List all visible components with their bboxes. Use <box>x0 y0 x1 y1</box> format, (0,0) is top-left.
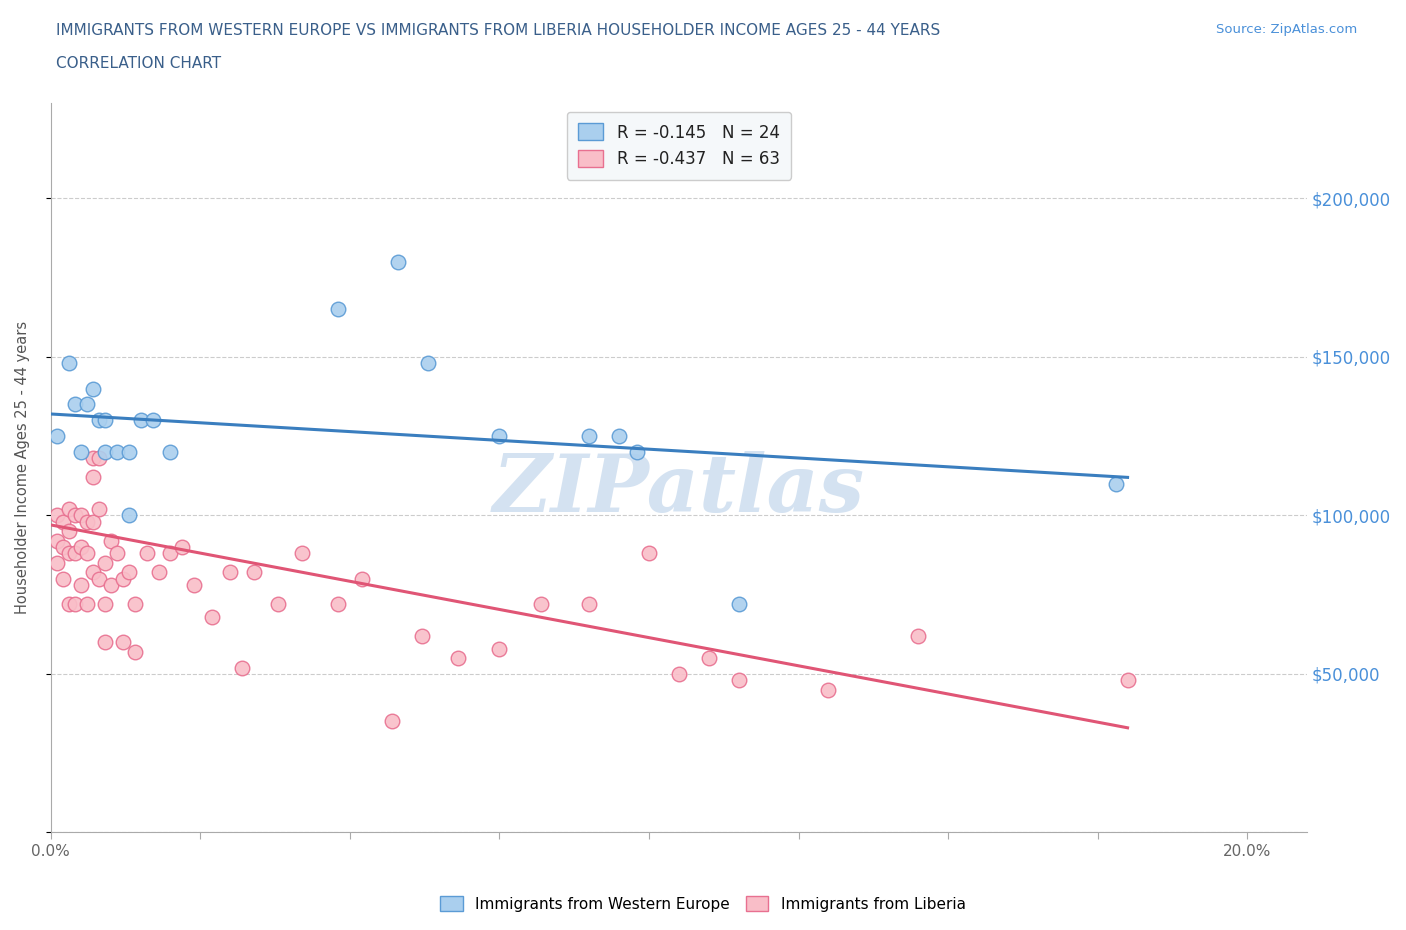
Point <box>124 644 146 659</box>
Point <box>82 451 104 466</box>
Point <box>45 555 67 570</box>
Point <box>697 651 720 666</box>
Point <box>727 597 749 612</box>
Point <box>111 635 134 650</box>
Point <box>63 546 86 561</box>
Text: CORRELATION CHART: CORRELATION CHART <box>56 56 221 71</box>
Point <box>52 514 75 529</box>
Point <box>69 445 91 459</box>
Point <box>82 514 104 529</box>
Point <box>530 597 553 612</box>
Point <box>387 255 409 270</box>
Point <box>69 578 91 592</box>
Point <box>172 539 194 554</box>
Point <box>326 302 349 317</box>
Point <box>411 629 433 644</box>
Point <box>82 470 104 485</box>
Point <box>52 571 75 586</box>
Point <box>82 381 104 396</box>
Point <box>45 533 67 548</box>
Point <box>817 683 839 698</box>
Point <box>93 597 115 612</box>
Point <box>183 578 205 592</box>
Point <box>668 667 690 682</box>
Point <box>58 524 80 538</box>
Point <box>141 413 163 428</box>
Point <box>45 508 67 523</box>
Point <box>93 445 115 459</box>
Point <box>129 413 152 428</box>
Point <box>93 635 115 650</box>
Point <box>63 597 86 612</box>
Legend: Immigrants from Western Europe, Immigrants from Liberia: Immigrants from Western Europe, Immigran… <box>434 889 972 918</box>
Point <box>626 445 648 459</box>
Point <box>93 413 115 428</box>
Point <box>350 571 373 586</box>
Point <box>87 571 110 586</box>
Point <box>291 546 314 561</box>
Point <box>69 539 91 554</box>
Text: IMMIGRANTS FROM WESTERN EUROPE VS IMMIGRANTS FROM LIBERIA HOUSEHOLDER INCOME AGE: IMMIGRANTS FROM WESTERN EUROPE VS IMMIGR… <box>56 23 941 38</box>
Point <box>58 597 80 612</box>
Point <box>159 445 181 459</box>
Point <box>117 445 139 459</box>
Point <box>105 546 128 561</box>
Point <box>58 501 80 516</box>
Point <box>87 413 110 428</box>
Point <box>117 508 139 523</box>
Text: ZIPatlas: ZIPatlas <box>494 451 865 528</box>
Point <box>148 565 170 580</box>
Point <box>488 641 510 656</box>
Y-axis label: Householder Income Ages 25 - 44 years: Householder Income Ages 25 - 44 years <box>15 321 30 615</box>
Point <box>607 429 630 444</box>
Point <box>638 546 661 561</box>
Point <box>243 565 266 580</box>
Point <box>159 546 181 561</box>
Point <box>488 429 510 444</box>
Point <box>93 555 115 570</box>
Point <box>219 565 242 580</box>
Point <box>76 397 98 412</box>
Point <box>76 597 98 612</box>
Point <box>87 501 110 516</box>
Point <box>45 429 67 444</box>
Point <box>117 565 139 580</box>
Point <box>105 445 128 459</box>
Point <box>1104 476 1126 491</box>
Point <box>111 571 134 586</box>
Point <box>231 660 253 675</box>
Point <box>578 597 600 612</box>
Point <box>201 609 224 624</box>
Point <box>58 356 80 371</box>
Point <box>58 546 80 561</box>
Point <box>907 629 929 644</box>
Point <box>76 514 98 529</box>
Point <box>416 356 439 371</box>
Point <box>63 397 86 412</box>
Point <box>100 578 122 592</box>
Point <box>82 565 104 580</box>
Point <box>124 597 146 612</box>
Point <box>52 539 75 554</box>
Point <box>69 508 91 523</box>
Point <box>267 597 290 612</box>
Legend: R = -0.145   N = 24, R = -0.437   N = 63: R = -0.145 N = 24, R = -0.437 N = 63 <box>567 112 792 179</box>
Point <box>578 429 600 444</box>
Point <box>1116 672 1139 687</box>
Point <box>87 451 110 466</box>
Point <box>76 546 98 561</box>
Point <box>63 508 86 523</box>
Point <box>326 597 349 612</box>
Point <box>727 672 749 687</box>
Text: Source: ZipAtlas.com: Source: ZipAtlas.com <box>1216 23 1357 36</box>
Point <box>381 714 404 729</box>
Point <box>135 546 157 561</box>
Point <box>446 651 468 666</box>
Point <box>100 533 122 548</box>
